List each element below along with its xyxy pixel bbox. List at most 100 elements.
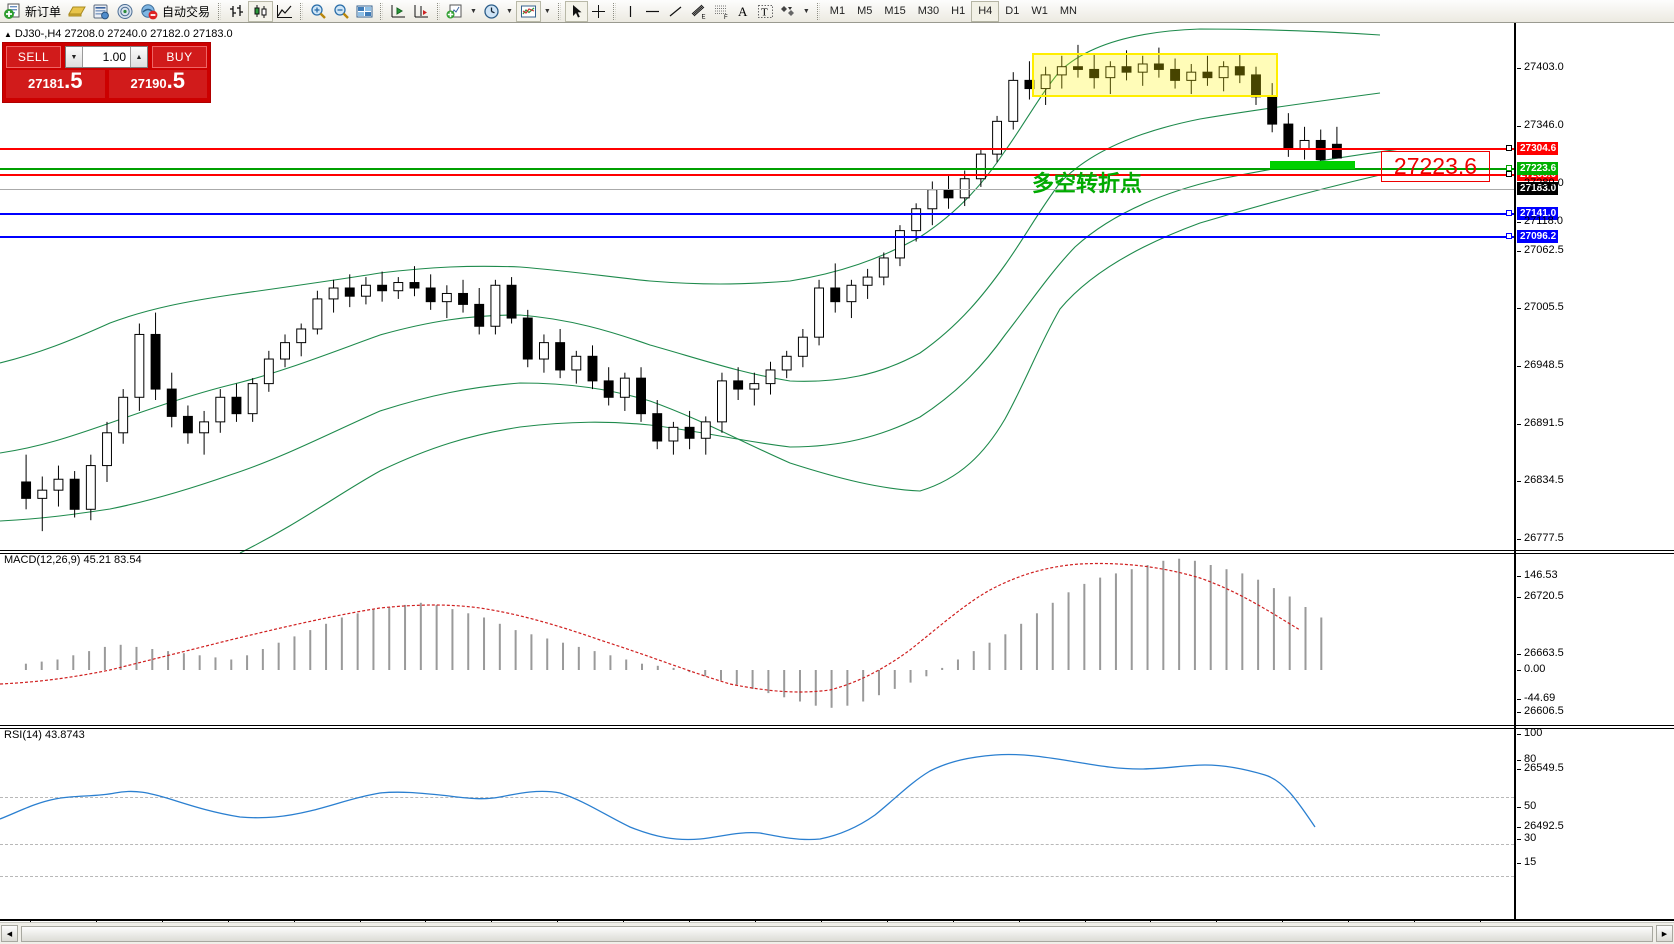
level-handle-27265[interactable]	[1506, 171, 1512, 177]
price-chart-canvas[interactable]	[0, 23, 1514, 553]
macd-bar	[672, 667, 675, 670]
line-chart-button[interactable]	[273, 1, 296, 22]
candle-body	[296, 328, 307, 344]
timeframe-m5[interactable]: M5	[857, 5, 873, 17]
scrollbar-thumb[interactable]	[21, 925, 1653, 942]
buy-button[interactable]: BUY	[152, 46, 207, 68]
zoom-in-button[interactable]	[307, 1, 330, 22]
price-annotation-box[interactable]: 27223.6	[1381, 151, 1490, 182]
scroll-right-arrow-icon[interactable]: ▶	[1656, 925, 1673, 942]
chinese-annotation-label[interactable]: 多空转折点	[1032, 172, 1143, 197]
horizontal-scrollbar[interactable]: ◀ ▶	[0, 922, 1674, 944]
moving-average-line	[239, 148, 1401, 553]
trendline-icon	[669, 6, 682, 16]
macd-tick: -44.69	[1516, 692, 1556, 704]
level-tag-27183: 27183.0	[1517, 182, 1559, 195]
cursor-button[interactable]	[564, 0, 588, 22]
timeframe-m15[interactable]: M15	[884, 5, 906, 17]
templates-dropdown-caret[interactable]: ▼	[543, 7, 551, 15]
level-tag-27304: 27304.6	[1517, 142, 1559, 155]
macd-bar	[293, 636, 296, 670]
buy-price[interactable]: 27190 .5	[108, 70, 207, 98]
candle-body	[1137, 63, 1148, 73]
level-handle-27223[interactable]	[1506, 165, 1512, 171]
macd-bar	[356, 613, 359, 670]
timeframe-mn[interactable]: MN	[1059, 5, 1077, 17]
sell-price[interactable]: 27181 .5	[6, 70, 105, 98]
text-label-button[interactable]: A	[733, 1, 754, 22]
scroll-left-arrow-icon[interactable]: ◀	[1, 925, 18, 942]
consolidation-highlight-rect[interactable]	[1032, 53, 1278, 97]
collapse-triangle-icon[interactable]: ▲	[4, 30, 12, 39]
profiles-button[interactable]	[65, 1, 89, 22]
level-handle-27096[interactable]	[1506, 233, 1512, 239]
timeframe-m1[interactable]: M1	[829, 5, 846, 17]
shapes-button[interactable]	[777, 1, 800, 22]
candle-body	[943, 189, 954, 199]
equidistant-channel-button[interactable]: E	[687, 1, 710, 22]
macd-bar	[388, 607, 391, 670]
volume-value[interactable]: 1.00	[102, 50, 126, 64]
text-button[interactable]: T	[754, 1, 777, 22]
chart-shift-button[interactable]	[387, 1, 410, 22]
macd-bar	[814, 670, 817, 706]
time-tick-mark	[425, 919, 427, 923]
main-toolbar: 新订单 自动交易	[0, 0, 1674, 23]
level-line-27304[interactable]	[0, 148, 1514, 150]
macd-bar	[830, 670, 833, 708]
macd-bar	[56, 659, 59, 670]
navigator-button[interactable]	[113, 1, 137, 22]
timeframe-w1[interactable]: W1	[1031, 5, 1048, 17]
indicators-button[interactable]	[444, 1, 467, 22]
indicators-dropdown-caret[interactable]: ▼	[470, 7, 477, 15]
macd-bar	[182, 653, 185, 670]
volume-increment-icon[interactable]: ▲	[130, 47, 147, 67]
market-watch-button[interactable]	[89, 1, 113, 22]
macd-bar	[246, 655, 249, 670]
periods-dropdown-caret[interactable]: ▼	[505, 7, 513, 15]
sell-button[interactable]: SELL	[6, 46, 61, 68]
volume-decrement-icon[interactable]: ▼	[66, 47, 83, 67]
vertical-line-button[interactable]	[620, 1, 641, 22]
fibonacci-button[interactable]: F	[710, 1, 733, 22]
auto-scroll-button[interactable]	[410, 1, 433, 22]
price-axis-line	[1514, 23, 1516, 921]
candle-body	[506, 284, 517, 319]
chart-area[interactable]: 27304.6 27265.0 27223.6 27183.0 27141.0 …	[0, 23, 1674, 944]
level-line-27265[interactable]	[0, 174, 1514, 176]
level-line-27223[interactable]	[0, 168, 1514, 170]
macd-canvas[interactable]	[0, 556, 1514, 724]
zoom-out-button[interactable]	[330, 1, 353, 22]
rsi-canvas[interactable]	[0, 731, 1514, 901]
volume-stepper[interactable]: ▼ 1.00 ▲	[65, 46, 148, 68]
candle-body	[797, 336, 808, 357]
level-line-27096[interactable]	[0, 236, 1514, 238]
profiles-icon	[68, 6, 86, 16]
auto-trading-button[interactable]	[137, 1, 161, 22]
macd-bar	[40, 661, 43, 670]
candle-body	[959, 178, 970, 199]
tile-windows-button[interactable]	[353, 1, 376, 22]
timeframe-h1[interactable]: H1	[951, 5, 966, 17]
timeframe-d1[interactable]: D1	[1005, 5, 1020, 17]
level-handle-27141[interactable]	[1506, 210, 1512, 216]
horizontal-line-button[interactable]	[641, 1, 664, 22]
trendline-button[interactable]	[664, 1, 687, 22]
new-order-button[interactable]	[2, 1, 24, 22]
templates-button[interactable]	[515, 0, 541, 22]
level-line-27141[interactable]	[0, 213, 1514, 215]
periods-button[interactable]	[480, 1, 503, 22]
macd-bar	[988, 642, 991, 670]
candlestick-chart-button[interactable]	[248, 0, 274, 22]
macd-bar	[1035, 613, 1038, 670]
shapes-dropdown-caret[interactable]: ▼	[802, 7, 810, 15]
macd-bar	[530, 634, 533, 670]
timeframe-m30[interactable]: M30	[917, 5, 940, 17]
level-handle-27304[interactable]	[1506, 145, 1512, 151]
bar-chart-button[interactable]	[225, 1, 248, 22]
crosshair-button[interactable]	[588, 1, 609, 22]
one-click-trading-panel[interactable]: SELL ▼ 1.00 ▲ BUY 27181 .5 27190 .5	[2, 42, 211, 103]
macd-bar	[1020, 623, 1023, 670]
timeframe-h4[interactable]: H4	[971, 0, 1000, 22]
macd-bar	[704, 670, 707, 677]
